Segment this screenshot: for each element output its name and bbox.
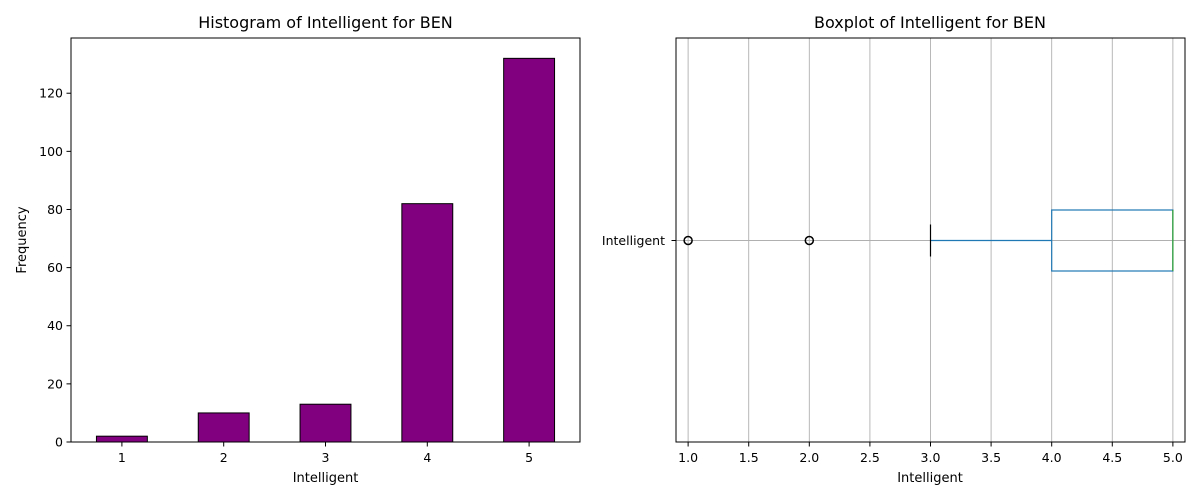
boxplot-elements	[683, 209, 1174, 272]
boxplot-category-label: Intelligent	[602, 233, 665, 248]
boxplot-x-tick-label: 5.0	[1163, 450, 1183, 465]
boxplot-x-tick-label: 4.0	[1042, 450, 1062, 465]
boxplot-title: Boxplot of Intelligent for BEN	[814, 13, 1046, 32]
histogram-y-tick-label: 40	[47, 318, 63, 333]
boxplot-x-tick-label: 1.5	[739, 450, 759, 465]
histogram-y-tick-label: 120	[39, 86, 63, 101]
histogram-y-label: Frequency	[15, 206, 30, 273]
histogram-y-tick-label: 0	[55, 435, 63, 450]
boxplot-x-tick-label: 3.0	[921, 450, 941, 465]
histogram-axes-frame	[70, 37, 581, 443]
boxplot-panel: Boxplot of Intelligent for BEN 1.0 1.5 2.0…	[602, 13, 1186, 486]
boxplot-x-tick-label: 1.0	[678, 450, 698, 465]
boxplot-outlier	[683, 235, 693, 246]
histogram-bar	[503, 57, 556, 443]
histogram-bar	[95, 435, 148, 443]
histogram-y-ticks: 0 20 40 60 80 100 120	[39, 86, 71, 450]
histogram-y-tick-label: 60	[47, 260, 63, 275]
histogram-x-tick-label: 5	[525, 450, 533, 465]
histogram-bar	[299, 403, 352, 443]
histogram-x-ticks: 1 2 3 4 5	[118, 442, 533, 465]
histogram-y-tick-label: 80	[47, 202, 63, 217]
histogram-x-tick-label: 4	[423, 450, 431, 465]
histogram-y-tick-label: 20	[47, 376, 63, 391]
histogram-y-tick-label: 100	[39, 144, 63, 159]
histogram-title: Histogram of Intelligent for BEN	[198, 13, 453, 32]
histogram-bar	[197, 412, 250, 443]
histogram-x-tick-label: 3	[322, 450, 330, 465]
histogram-x-tick-label: 2	[220, 450, 228, 465]
histogram-x-tick-label: 1	[118, 450, 126, 465]
histogram-x-label: Intelligent	[293, 471, 359, 486]
boxplot-x-label: Intelligent	[897, 471, 963, 486]
boxplot-x-tick-label: 2.0	[799, 450, 819, 465]
boxplot-x-tick-label: 4.5	[1102, 450, 1122, 465]
boxplot-x-tick-label: 2.5	[860, 450, 880, 465]
histogram-panel: Histogram of Intelligent for BEN 0 20 40 60…	[15, 13, 581, 486]
boxplot-x-ticks: 1.0 1.5 2.0 2.5 3.0 3.5 4.0 4.5 5.0	[678, 442, 1183, 465]
histogram-bar	[401, 203, 454, 443]
boxplot-x-tick-label: 3.5	[981, 450, 1001, 465]
histogram-bars	[95, 57, 556, 443]
boxplot-outlier	[804, 235, 815, 246]
